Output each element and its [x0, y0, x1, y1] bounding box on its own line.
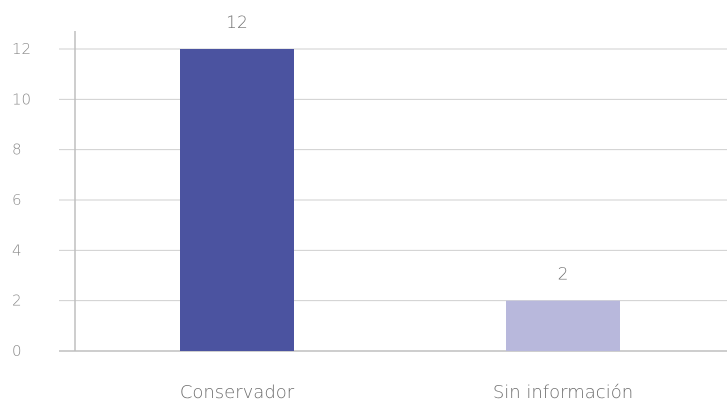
- y-axis-ticks: 0 2 4 6 8 10 12: [12, 40, 31, 360]
- data-label-2: 2: [558, 265, 569, 285]
- data-label-1: 12: [226, 13, 248, 33]
- bar-1: [180, 49, 294, 351]
- y-tick-label-2: 2: [12, 292, 22, 310]
- bar-2: [506, 300, 620, 351]
- y-tick-label-8: 8: [12, 141, 22, 159]
- y-tick-label-6: 6: [12, 191, 22, 209]
- y-tick-label-4: 4: [12, 241, 22, 259]
- category-labels: Conservador Sin información: [180, 382, 633, 402]
- y-tick-label-0: 0: [12, 342, 22, 360]
- bars: [180, 49, 620, 351]
- y-tick-label-12: 12: [12, 40, 31, 58]
- gridlines: [59, 48, 727, 302]
- data-labels: 12 2: [226, 13, 568, 285]
- category-label-2: Sin información: [493, 382, 633, 402]
- category-label-1: Conservador: [180, 382, 295, 402]
- y-tick-label-10: 10: [12, 90, 31, 108]
